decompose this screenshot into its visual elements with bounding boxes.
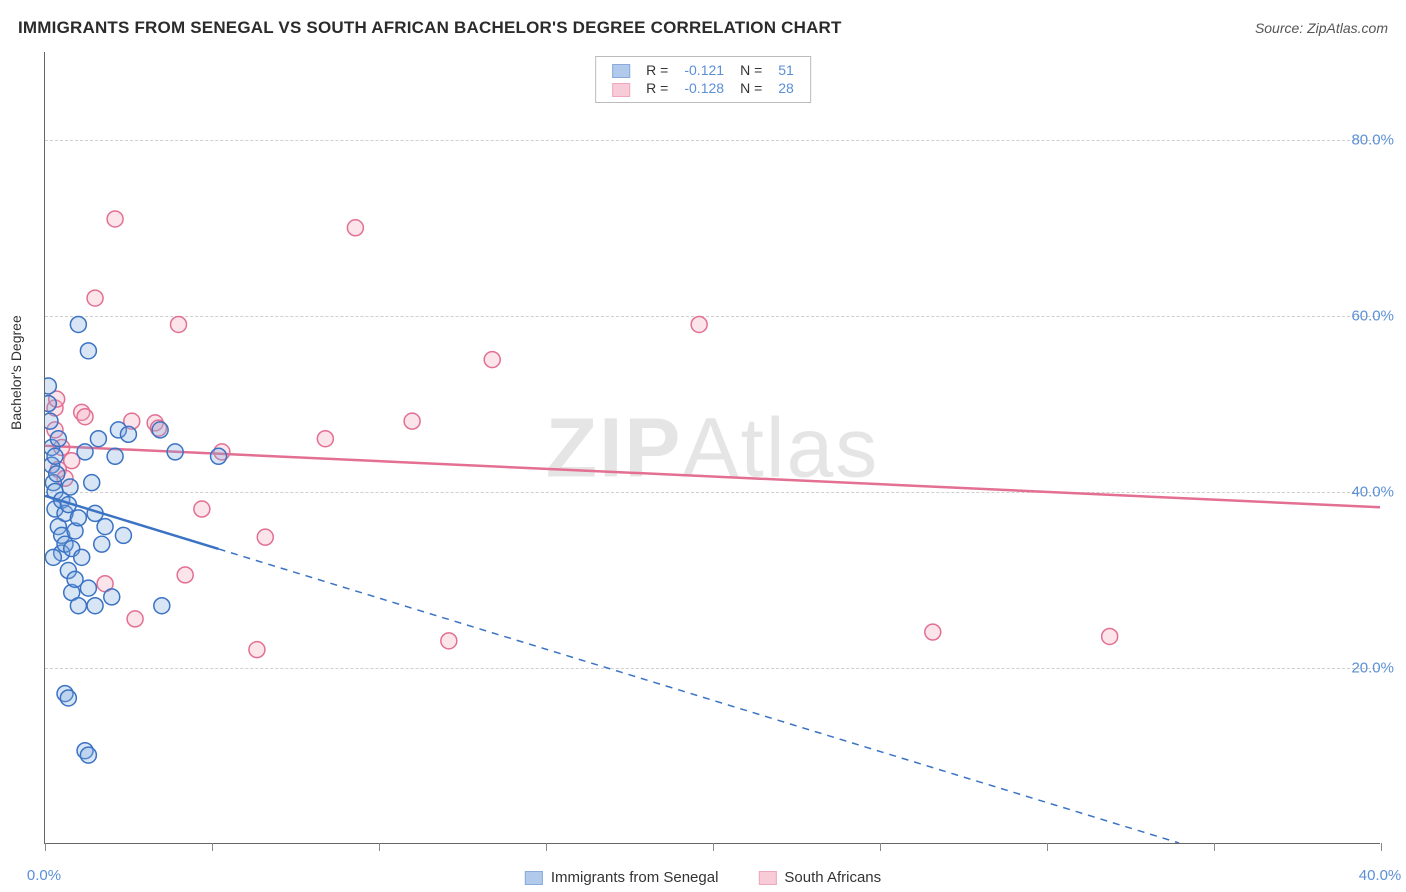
legend-stat-row: R =-0.128N =28 (604, 79, 802, 97)
data-point (87, 290, 103, 306)
data-point (47, 448, 63, 464)
legend-stats: R =-0.121N =51R =-0.128N =28 (595, 56, 811, 103)
data-point (49, 466, 65, 482)
data-point (80, 747, 96, 763)
x-tick (212, 843, 213, 851)
data-point (194, 501, 210, 517)
y-axis-label: Bachelor's Degree (8, 315, 24, 430)
source-label: Source: ZipAtlas.com (1255, 20, 1388, 36)
x-tick (1214, 843, 1215, 851)
data-point (50, 431, 66, 447)
chart-title: IMMIGRANTS FROM SENEGAL VS SOUTH AFRICAN… (18, 18, 842, 38)
data-point (80, 343, 96, 359)
data-point (45, 396, 56, 412)
data-point (404, 413, 420, 429)
legend-item: Immigrants from Senegal (525, 869, 719, 886)
data-point (347, 220, 363, 236)
data-point (77, 409, 93, 425)
x-tick (880, 843, 881, 851)
x-tick (379, 843, 380, 851)
data-point (107, 448, 123, 464)
data-point (154, 598, 170, 614)
data-point (94, 536, 110, 552)
data-point (925, 624, 941, 640)
data-point (317, 431, 333, 447)
data-point (257, 529, 273, 545)
title-bar: IMMIGRANTS FROM SENEGAL VS SOUTH AFRICAN… (18, 18, 1388, 38)
data-point (45, 413, 58, 429)
data-point (104, 589, 120, 605)
legend-series: Immigrants from Senegal South Africans (525, 869, 881, 886)
x-tick (1381, 843, 1382, 851)
data-point (70, 510, 86, 526)
data-point (45, 378, 56, 394)
plot-svg (45, 52, 1380, 843)
x-tick (45, 843, 46, 851)
x-tick-label: 40.0% (1359, 867, 1402, 884)
data-point (90, 431, 106, 447)
data-point (80, 580, 96, 596)
data-point (120, 426, 136, 442)
data-point (177, 567, 193, 583)
data-point (211, 448, 227, 464)
data-point (62, 479, 78, 495)
legend-item: South Africans (758, 869, 881, 886)
x-tick (546, 843, 547, 851)
data-point (70, 598, 86, 614)
data-point (1102, 628, 1118, 644)
data-point (77, 444, 93, 460)
data-point (441, 633, 457, 649)
trend-line-extrapolated (219, 549, 1179, 843)
data-point (171, 316, 187, 332)
trend-line (45, 446, 1380, 508)
x-tick-label: 0.0% (27, 867, 61, 884)
data-point (484, 352, 500, 368)
legend-stat-row: R =-0.121N =51 (604, 61, 802, 79)
data-point (107, 211, 123, 227)
data-point (691, 316, 707, 332)
data-point (87, 598, 103, 614)
data-point (70, 316, 86, 332)
data-point (115, 527, 131, 543)
data-point (74, 549, 90, 565)
data-point (152, 422, 168, 438)
data-point (45, 549, 61, 565)
data-point (60, 690, 76, 706)
data-point (97, 519, 113, 535)
data-point (249, 642, 265, 658)
scatter-plot: ZIPAtlas (44, 52, 1380, 844)
data-point (127, 611, 143, 627)
data-point (167, 444, 183, 460)
x-tick (713, 843, 714, 851)
x-tick (1047, 843, 1048, 851)
data-point (84, 475, 100, 491)
